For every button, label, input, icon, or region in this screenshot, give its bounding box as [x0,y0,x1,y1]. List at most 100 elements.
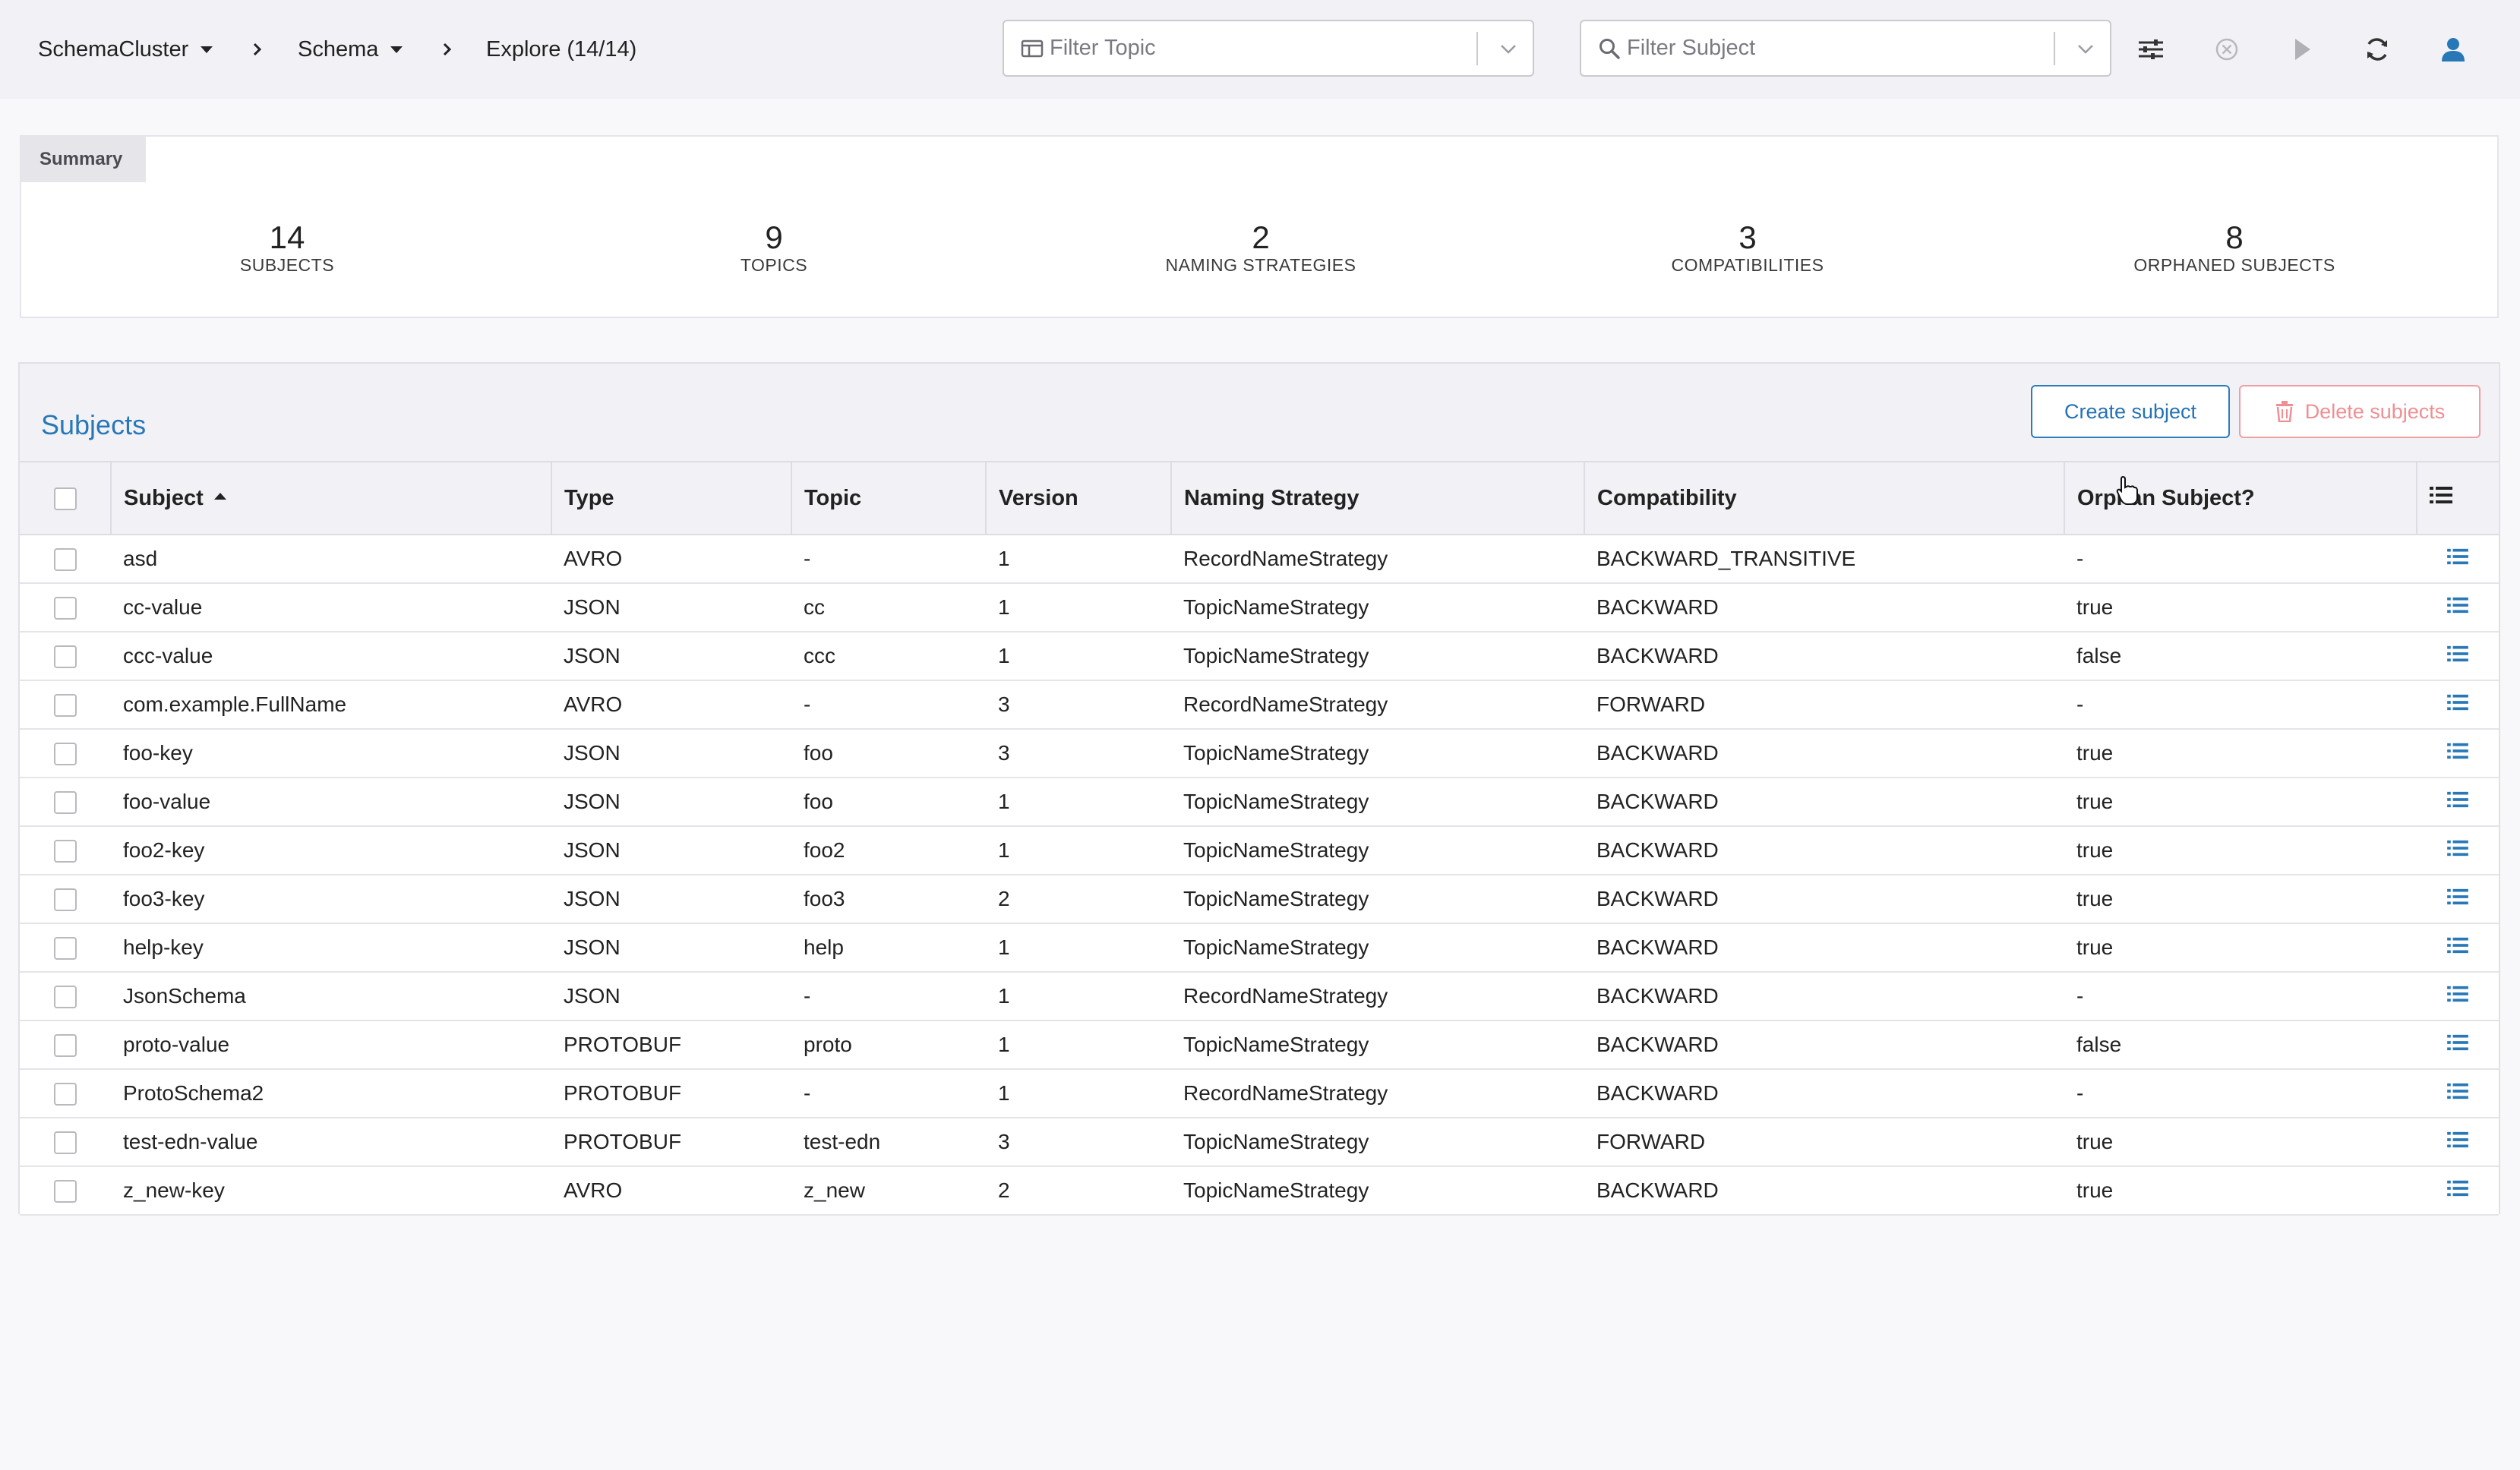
details-list-icon[interactable] [2447,1033,2468,1052]
subjects-table: Subject Type Topic Version Naming Strate… [20,461,2499,1216]
table-row[interactable]: foo3-key JSON foo3 2 TopicNameStrategy BACKWA… [20,875,2499,924]
delete-subjects-button[interactable]: Delete subjects [2239,385,2481,438]
column-header-subject[interactable]: Subject [111,461,552,535]
details-list-icon[interactable] [2447,1131,2468,1149]
table-row[interactable]: z_new-key AVRO z_new 2 TopicNameStrategy BACK… [20,1166,2499,1216]
play-icon[interactable] [2286,34,2316,65]
row-checkbox[interactable] [54,743,77,766]
row-details-cell[interactable] [2417,729,2499,778]
cell-subject[interactable]: z_new-key [111,1166,551,1216]
cell-subject[interactable]: foo3-key [111,875,551,924]
filter-subject-select[interactable]: Filter Subject [1580,20,2111,77]
table-row[interactable]: test-edn-value PROTOBUF test-edn 3 TopicName… [20,1118,2499,1167]
table-row[interactable]: JsonSchema JSON -1 RecordNameStrategy BACKWA… [20,972,2499,1021]
column-header-type[interactable]: Type [551,461,792,535]
stat-value: 2 [1252,219,1270,255]
row-details-cell[interactable] [2417,632,2499,681]
table-row[interactable]: help-key JSON help 1 TopicNameStrategy BACKWA… [20,923,2499,973]
settings-sliders-icon[interactable] [2136,34,2166,65]
stat-value: 9 [765,219,783,255]
row-details-cell[interactable] [2417,972,2499,1021]
row-checkbox[interactable] [54,548,77,572]
row-checkbox[interactable] [54,1131,77,1155]
column-header-topic[interactable]: Topic [791,461,987,535]
row-checkbox[interactable] [54,840,77,863]
chevron-down-icon[interactable] [1496,36,1521,61]
cell-compatibility: BACKWARD [1584,1166,2064,1216]
table-row[interactable]: ccc-value JSON ccc 1 TopicNameStrategy BACKWA… [20,632,2499,681]
cell-subject[interactable]: cc-value [111,583,551,632]
details-list-icon[interactable] [2447,1082,2468,1100]
cell-subject[interactable]: com.example.FullName [111,680,551,730]
row-details-cell[interactable] [2417,583,2499,632]
row-checkbox[interactable] [54,888,77,912]
clear-circle-icon[interactable] [2212,34,2242,65]
row-details-cell[interactable] [2417,1118,2499,1167]
table-row[interactable]: com.example.FullName AVRO -3 RecordNameStra… [20,680,2499,730]
cell-subject[interactable]: foo2-key [111,826,551,875]
create-subject-button[interactable]: Create subject [2031,385,2230,438]
row-checkbox[interactable] [54,1034,77,1058]
details-list-icon[interactable] [2447,790,2468,809]
refresh-icon[interactable] [2362,34,2392,65]
cell-naming-strategy: TopicNameStrategy [1171,1020,1584,1070]
table-row[interactable]: foo-key JSON foo 3 TopicNameStrategy BACKWARD… [20,729,2499,778]
details-list-icon[interactable] [2447,645,2468,663]
table-row[interactable]: cc-value JSON cc 1 TopicNameStrategy BACKWARD… [20,583,2499,632]
details-list-icon[interactable] [2447,547,2468,566]
table-row[interactable]: foo-value JSON foo 1 TopicNameStrategy BACKWA… [20,778,2499,827]
row-details-cell[interactable] [2417,535,2499,584]
row-checkbox[interactable] [54,645,77,669]
row-checkbox[interactable] [54,694,77,718]
column-header-compatibility[interactable]: Compatibility [1584,461,2065,535]
row-checkbox[interactable] [54,986,77,1009]
row-checkbox[interactable] [54,791,77,815]
cell-naming-strategy: TopicNameStrategy [1171,1166,1584,1216]
row-details-cell[interactable] [2417,778,2499,827]
row-checkbox[interactable] [54,597,77,620]
row-checkbox[interactable] [54,937,77,961]
table-row[interactable]: ProtoSchema2 PROTOBUF -1 RecordNameStrategy… [20,1069,2499,1118]
details-list-icon[interactable] [2447,936,2468,954]
filter-topic-select[interactable]: Filter Topic [1003,20,1534,77]
details-list-icon[interactable] [2447,985,2468,1003]
details-list-icon[interactable] [2447,596,2468,614]
summary-tab[interactable]: Summary [21,137,146,182]
row-checkbox[interactable] [54,1180,77,1203]
row-details-cell[interactable] [2417,1166,2499,1216]
details-list-icon[interactable] [2447,693,2468,711]
cell-version: 3 [986,729,1171,778]
column-header-version[interactable]: Version [986,461,1172,535]
cell-subject[interactable]: asd [111,535,551,584]
cell-subject[interactable]: foo-key [111,729,551,778]
row-details-cell[interactable] [2417,875,2499,924]
breadcrumb-cluster[interactable]: SchemaCluster [38,33,213,65]
row-details-cell[interactable] [2417,680,2499,730]
select-all-checkbox[interactable] [53,487,77,510]
table-row[interactable]: asd AVRO -1 RecordNameStrategy BACKWARD_TRAN… [20,535,2499,584]
cell-subject[interactable]: JsonSchema [111,972,551,1021]
row-details-cell[interactable] [2417,1020,2499,1070]
cell-subject[interactable]: ProtoSchema2 [111,1069,551,1118]
details-list-icon[interactable] [2447,888,2468,906]
cell-subject[interactable]: foo-value [111,778,551,827]
table-row[interactable]: proto-value PROTOBUF proto 1 TopicNameStrate… [20,1020,2499,1070]
details-list-icon[interactable] [2447,742,2468,760]
cell-subject[interactable]: help-key [111,923,551,973]
user-icon[interactable] [2438,34,2468,65]
column-header-naming-strategy[interactable]: Naming Strategy [1171,461,1585,535]
chevron-down-icon[interactable] [2073,36,2098,61]
table-row[interactable]: foo2-key JSON foo2 1 TopicNameStrategy BACKWA… [20,826,2499,875]
row-details-cell[interactable] [2417,826,2499,875]
cell-subject[interactable]: ccc-value [111,632,551,681]
cell-subject[interactable]: test-edn-value [111,1118,551,1167]
cell-subject[interactable]: proto-value [111,1020,551,1070]
row-details-cell[interactable] [2417,923,2499,973]
row-checkbox[interactable] [54,1083,77,1106]
breadcrumb-schema[interactable]: Schema [298,33,403,65]
details-list-icon[interactable] [2447,1179,2468,1197]
cell-orphan: true [2064,1166,2417,1216]
column-chooser-header[interactable] [2417,461,2499,535]
details-list-icon[interactable] [2447,839,2468,857]
row-details-cell[interactable] [2417,1069,2499,1118]
